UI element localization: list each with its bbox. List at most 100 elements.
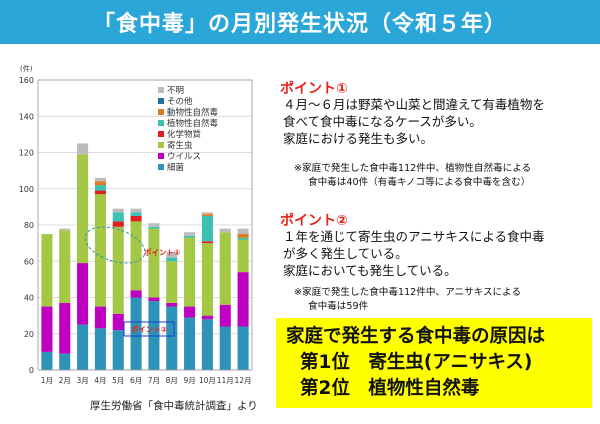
bar-segment (184, 235, 196, 238)
chart-axes (37, 79, 253, 371)
conclusion-line1: 家庭で発生する食中毒の原因は (286, 326, 546, 347)
bar-segment (77, 154, 89, 264)
bar-segment (112, 330, 124, 370)
chart-annotations: ポイント① ポイント② (84, 226, 181, 337)
bar-segment (77, 263, 89, 325)
x-tick-label: 12月 (235, 376, 252, 385)
point2-note: ※家庭で発生した食中毒112件中、アニサキスによる 食中毒は59件 (294, 286, 521, 314)
bar-segment (59, 228, 71, 231)
y-tick-label: 160 (19, 76, 34, 85)
bar-segment (237, 234, 249, 238)
bar-segment (59, 230, 71, 303)
bar-segment (130, 215, 142, 222)
bar-segment (237, 326, 249, 370)
y-tick-label: 100 (19, 185, 34, 194)
point2-heading: ポイント② (280, 213, 348, 229)
bar-segment (130, 212, 142, 216)
bar-segment (201, 212, 213, 215)
point2-chart-label: ポイント② (131, 324, 167, 334)
bar-segment (184, 232, 196, 236)
bar-segment (94, 185, 106, 191)
point1-body: ４月～６月は野菜や山菜と間違えて有毒植物を 食べて食中毒になるケースが多い。 家… (283, 96, 545, 147)
x-tick-label: 2月 (59, 376, 71, 385)
point1-heading: ポイント① (280, 81, 348, 97)
bar-segment (201, 315, 213, 320)
bar-segment (94, 194, 106, 307)
bar-segment (130, 208, 142, 213)
bar-segment (148, 228, 160, 298)
point1-note-line: ※家庭で発生した食中毒112件中、植物性自然毒による (294, 163, 532, 174)
bar-segment (219, 232, 231, 305)
x-tick-label: 10月 (199, 376, 216, 385)
bar-segment (237, 239, 249, 273)
point1-body-line: 家庭における発生も多い。 (283, 131, 434, 146)
legend-label: 植物性自然毒 (167, 118, 219, 129)
point2-body-line: １年を通じて寄生虫のアニサキスによる食中毒 (283, 229, 545, 244)
bar-segment (219, 304, 231, 327)
legend-label: その他 (167, 96, 193, 107)
bar-segment (219, 326, 231, 370)
x-tick-label: 9月 (183, 376, 195, 385)
chart-tick-labels: 0 20 40 60 80 100 120 140 160 (件) 1月 2月 3月 4月 5月 6月 7月 8月… (19, 64, 252, 385)
legend-swatch (158, 87, 164, 93)
bar-segment (41, 351, 53, 370)
bar-segment (166, 302, 178, 307)
y-tick-label: 20 (24, 330, 34, 339)
legend-swatch (158, 142, 164, 148)
chart-bars (41, 143, 249, 370)
legend-label: 化学物質 (167, 129, 202, 140)
point2-note-line: 食中毒は59件 (308, 301, 369, 312)
conclusion-line3: 第2位 植物性自然毒 (300, 378, 480, 399)
x-tick-label: 4月 (94, 376, 106, 385)
bar-segment (166, 257, 178, 262)
legend-label: ウイルス (167, 152, 201, 162)
point1-body-line: 食べて食中毒になるケースが多い。 (283, 114, 482, 129)
bar-segment (166, 252, 178, 258)
bar-segment (148, 223, 160, 227)
bar-segment (77, 324, 89, 370)
bar-segment (77, 143, 89, 155)
y-tick-label: 60 (24, 257, 34, 266)
y-tick-label: 40 (24, 294, 34, 303)
bar-segment (130, 221, 142, 291)
bar-segment (201, 319, 213, 370)
bar-segment (201, 241, 213, 244)
x-tick-label: 11月 (217, 376, 234, 385)
point1-chart-label: ポイント① (144, 247, 181, 257)
y-unit-label: (件) (20, 64, 33, 73)
bar-segment (201, 243, 213, 316)
bar-segment (59, 353, 71, 370)
bar-segment (148, 297, 160, 302)
x-tick-label: 6月 (130, 376, 142, 385)
bar-segment (94, 177, 106, 182)
legend-label: 不明 (167, 86, 184, 96)
point2-highlight-box (123, 321, 175, 337)
bar-segment (219, 228, 231, 233)
legend-swatch (158, 153, 164, 159)
legend-swatch (158, 164, 164, 170)
y-tick-label: 140 (19, 112, 34, 121)
bar-segment (112, 212, 124, 222)
bar-segment (166, 306, 178, 370)
point2-note-line: ※家庭で発生した食中毒112件中、アニサキスによる (294, 287, 522, 298)
x-tick-label: 1月 (41, 376, 53, 385)
monthly-food-poisoning-chart: 0 20 40 60 80 100 120 140 160 (件) 1月 2月 3月 4月 5月 6月 7月 8月… (19, 64, 253, 385)
x-tick-label: 7月 (148, 376, 160, 385)
bar-segment (94, 190, 106, 195)
point1-highlight-ellipse (84, 226, 146, 264)
bar-segment (112, 208, 124, 213)
point1-note-line: 食中毒は40件（有毒キノコ等による食中毒を含む） (308, 177, 531, 188)
bar-segment (184, 317, 196, 370)
bar-segment (130, 290, 142, 298)
y-tick-label: 80 (24, 221, 34, 230)
x-tick-label: 3月 (76, 376, 88, 385)
legend-label: 細菌 (167, 162, 184, 173)
page-title: 「食中毒」の月別発生状況（令和５年） (0, 0, 600, 44)
bar-segment (237, 237, 249, 240)
conclusion-box: 家庭で発生する食中毒の原因は 第1位 寄生虫(アニサキス) 第2位 植物性自然毒 (276, 318, 592, 408)
bar-segment (130, 297, 142, 370)
source-note: 厚生労働省「食中毒統計調査」より (90, 400, 258, 412)
bar-segment (201, 214, 213, 216)
bar-segment (112, 221, 124, 227)
